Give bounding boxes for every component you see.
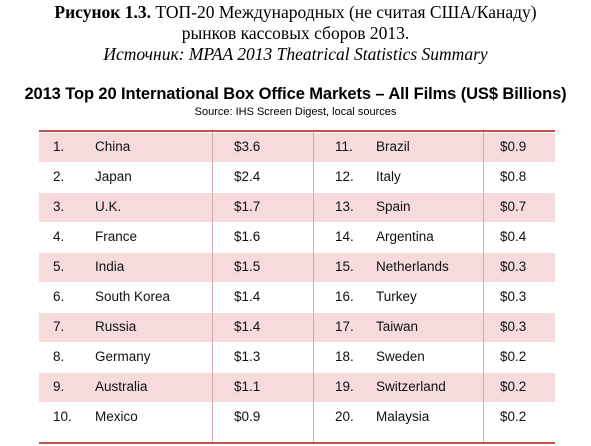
rank-left: 10. [53, 409, 72, 424]
rank-left: 4. [53, 229, 65, 244]
country-right: Turkey [376, 289, 417, 304]
rank-right: 20. [335, 409, 354, 424]
country-right: Spain [376, 199, 411, 214]
value-left: $1.7 [234, 199, 261, 214]
country-left: Japan [95, 169, 132, 184]
rank-left: 7. [53, 319, 65, 334]
table-row: 10. Mexico $0.9 20. Malaysia $0.2 [39, 403, 555, 432]
value-right: $0.9 [500, 139, 527, 154]
rank-left: 9. [53, 379, 65, 394]
table-row: 6. South Korea $1.4 16. Turkey $0.3 [39, 283, 555, 312]
country-right: Taiwan [376, 319, 419, 334]
value-left: $2.4 [234, 169, 261, 184]
value-left: $1.3 [234, 349, 261, 364]
rank-left: 5. [53, 259, 65, 274]
table-subtitle: Source: IHS Screen Digest, local sources [194, 106, 397, 118]
column-divider [212, 132, 213, 442]
rank-right: 16. [335, 289, 354, 304]
caption-source: Источник: MPAA 2013 Theatrical Statistic… [103, 44, 488, 64]
value-right: $0.2 [500, 409, 527, 424]
rank-right: 11. [335, 139, 353, 154]
rank-left: 3. [53, 199, 65, 214]
country-right: Argentina [376, 229, 434, 244]
value-left: $1.1 [234, 379, 261, 394]
country-right: Malaysia [376, 409, 430, 424]
country-right: Netherlands [376, 259, 449, 274]
value-right: $0.2 [500, 379, 527, 394]
rank-right: 17. [335, 319, 354, 334]
table-row: 9. Australia $1.1 19. Switzerland $0.2 [39, 373, 555, 402]
country-left: Russia [95, 319, 137, 334]
value-right: $0.7 [500, 199, 527, 214]
country-left: Australia [95, 379, 148, 394]
column-divider [313, 132, 314, 442]
rank-left: 2. [53, 169, 65, 184]
table-row: 7. Russia $1.4 17. Taiwan $0.3 [39, 313, 555, 342]
value-right: $0.3 [500, 319, 527, 334]
country-left: France [95, 229, 138, 244]
caption-label: Рисунок 1.3. [54, 2, 152, 22]
table-row: 2. Japan $2.4 12. Italy $0.8 [39, 163, 555, 192]
value-right: $0.2 [500, 349, 527, 364]
country-left: South Korea [95, 289, 171, 304]
country-left: U.K. [95, 199, 122, 214]
value-left: $0.9 [234, 409, 261, 424]
value-right: $0.3 [500, 259, 527, 274]
caption-line-1: Рисунок 1.3. ТОП-20 Международных (не сч… [0, 2, 591, 23]
country-left: Germany [95, 349, 151, 364]
rank-right: 13. [335, 199, 354, 214]
rank-left: 6. [53, 289, 65, 304]
table-row: 1. China $3.6 11. Brazil $0.9 [39, 133, 555, 162]
table-row: 5. India $1.5 15. Netherlands $0.3 [39, 253, 555, 282]
rank-right: 19. [335, 379, 354, 394]
rank-left: 8. [53, 349, 65, 364]
country-left: India [95, 259, 125, 274]
box-office-table: 10. Mexico $0.9 20. Malaysia $0.2 9. Australia $… [39, 130, 555, 444]
rank-right: 15. [335, 259, 354, 274]
country-right: Italy [376, 169, 401, 184]
country-left: Mexico [95, 409, 138, 424]
table-title: 2013 Top 20 International Box Office Mar… [24, 85, 567, 103]
figure-caption: Рисунок 1.3. ТОП-20 Международных (не сч… [0, 2, 591, 65]
rank-right: 18. [335, 349, 354, 364]
column-divider [483, 132, 484, 442]
value-left: $1.5 [234, 259, 261, 274]
rank-right: 12. [335, 169, 354, 184]
country-left: China [95, 139, 131, 154]
country-right: Brazil [376, 139, 410, 154]
value-right: $0.4 [500, 229, 527, 244]
country-right: Sweden [376, 349, 425, 364]
value-left: $1.4 [234, 289, 261, 304]
caption-line-2: рынков кассовых сборов 2013. [181, 23, 410, 43]
value-right: $0.8 [500, 169, 527, 184]
caption-text: ТОП-20 Международных (не считая США/Кана… [151, 2, 537, 22]
value-left: $1.4 [234, 319, 261, 334]
rank-right: 14. [335, 229, 354, 244]
table-row: 4. France $1.6 14. Argentina $0.4 [39, 223, 555, 252]
table-row: 3. U.K. $1.7 13. Spain $0.7 [39, 193, 555, 222]
value-right: $0.3 [500, 289, 527, 304]
value-left: $3.6 [234, 139, 261, 154]
country-right: Switzerland [376, 379, 446, 394]
table-row: 8. Germany $1.3 18. Sweden $0.2 [39, 343, 555, 372]
rank-left: 1. [53, 139, 65, 154]
value-left: $1.6 [234, 229, 261, 244]
